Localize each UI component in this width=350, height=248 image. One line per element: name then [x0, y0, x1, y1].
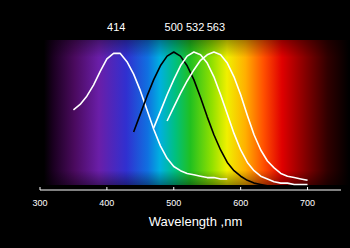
peak-label: 500 [165, 21, 183, 33]
absorption-curve [134, 52, 274, 186]
x-tick [40, 187, 41, 190]
chart: 300400500600700Wavelength ,nm41450053256… [0, 0, 350, 248]
x-axis [40, 190, 341, 191]
x-tick-label: 700 [300, 198, 315, 208]
x-tick [307, 187, 308, 190]
peak-label: 563 [207, 21, 225, 33]
x-tick [240, 187, 241, 190]
spectrum-band [44, 40, 349, 185]
x-tick-label: 500 [166, 198, 181, 208]
x-tick [106, 187, 107, 190]
x-tick [173, 187, 174, 190]
x-tick-label: 300 [32, 198, 47, 208]
absorption-curve [167, 52, 307, 180]
absorption-curve [73, 53, 227, 179]
peak-label: 414 [107, 21, 125, 33]
absorption-curve [154, 52, 308, 184]
x-axis-label: Wavelength ,nm [149, 214, 242, 229]
x-tick-label: 600 [233, 198, 248, 208]
curves [73, 52, 307, 186]
peak-label: 532 [186, 21, 204, 33]
spectrum-fade [44, 40, 349, 185]
x-tick-label: 400 [99, 198, 114, 208]
